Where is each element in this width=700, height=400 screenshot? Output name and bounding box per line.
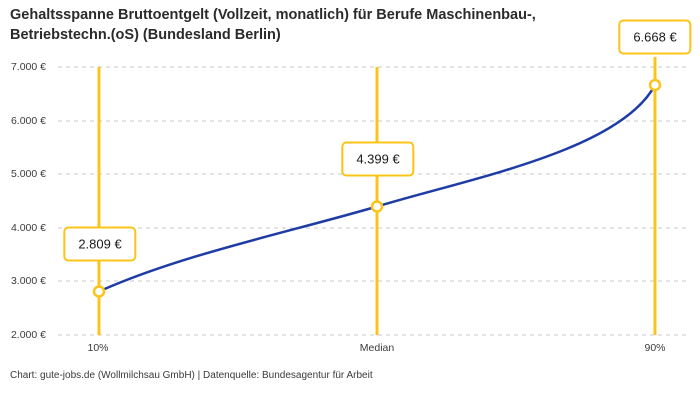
marker-median[interactable] xyxy=(370,200,384,213)
y-tick-6000: 6.000 € xyxy=(10,115,46,127)
marker-10pct[interactable] xyxy=(92,285,106,298)
y-tick-7000: 7.000 € xyxy=(10,61,46,73)
gridlines xyxy=(58,66,690,336)
value-label-median: 4.399 € xyxy=(341,141,415,177)
data-markers xyxy=(92,78,662,298)
x-tick-10pct: 10% xyxy=(87,342,109,354)
x-tick-90pct: 90% xyxy=(644,342,666,354)
value-label-90pct: 6.668 € xyxy=(618,19,692,55)
marker-90pct[interactable] xyxy=(648,78,662,92)
percentile-rules xyxy=(97,57,657,335)
y-tick-5000: 5.000 € xyxy=(10,168,46,180)
y-tick-4000: 4.000 € xyxy=(10,222,46,234)
y-tick-2000: 2.000 € xyxy=(10,329,46,341)
x-tick-median: Median xyxy=(359,342,395,354)
y-tick-3000: 3.000 € xyxy=(10,275,46,287)
chart-source-footer: Chart: gute-jobs.de (Wollmilchsau GmbH) … xyxy=(10,370,373,381)
value-label-10pct: 2.809 € xyxy=(63,226,137,262)
chart-title: Gehaltsspanne Bruttoentgelt (Vollzeit, m… xyxy=(10,7,536,43)
